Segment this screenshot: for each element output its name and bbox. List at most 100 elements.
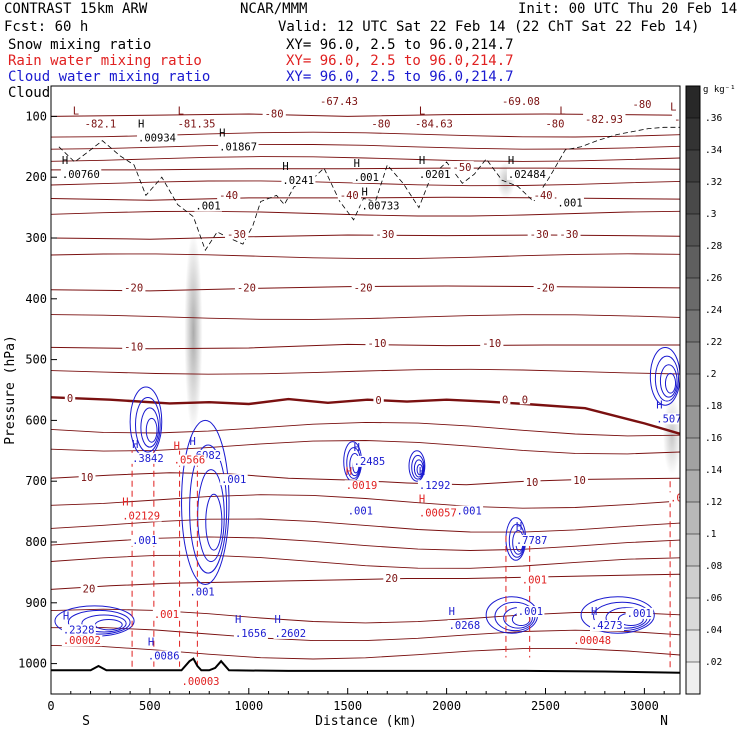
isotherm-label-bg — [122, 281, 146, 293]
isotherm-label-bg — [64, 392, 76, 404]
model-title: CONTRAST 15km ARW — [4, 1, 148, 17]
cloud-water-contour — [659, 364, 678, 398]
isotherm-label-bg — [225, 227, 249, 239]
y-tick-label: 300 — [25, 231, 47, 245]
isotherm-label: -82.1 — [85, 118, 117, 130]
init-label: Init: 00 UTC Thu 20 Feb 14 — [518, 1, 737, 17]
extremum-marker: H — [419, 494, 425, 506]
extremum-marker: H — [148, 636, 154, 648]
extremum-marker: H — [354, 442, 360, 454]
colorbar-swatch — [686, 374, 700, 407]
extremum-value: .2485 — [354, 456, 386, 468]
extremum-marker: H — [174, 441, 180, 453]
extremum-marker: H — [275, 614, 281, 626]
isotherm-10 — [51, 472, 680, 486]
isotherm-label: -50 — [453, 162, 472, 174]
colorbar-swatch — [686, 118, 700, 151]
extremum-marker: H — [219, 128, 225, 140]
legend-entry-name: Rain water mixing ratio — [8, 53, 202, 69]
cloud-water-contour — [181, 419, 230, 586]
colorbar-tick-label: .3 — [705, 209, 716, 220]
extremum-label-bg — [417, 480, 452, 492]
extremum-marker: H — [419, 155, 425, 167]
extremum-marker: H — [449, 606, 455, 618]
extremum-marker: H — [189, 436, 195, 448]
isotherm-minor — [51, 180, 680, 187]
forecast-label: Fcst: 60 h — [4, 19, 88, 35]
extremum-marker: H — [122, 497, 128, 509]
isotherm-minor — [51, 421, 680, 437]
isotherm-label: -30 — [559, 229, 578, 241]
isotherm-label-bg — [519, 393, 531, 405]
isotherm-minor — [51, 554, 680, 569]
ice-plume — [184, 231, 203, 433]
snow-contour — [58, 126, 680, 252]
isotherm-label-bg — [557, 227, 581, 239]
isotherm-label-bg — [217, 189, 241, 201]
extremum-value: .00003 — [182, 676, 220, 688]
isotherm-label-bg — [262, 107, 286, 119]
cloud-water-contour — [189, 444, 228, 574]
extremum-label-bg — [520, 574, 549, 586]
colorbar-swatch — [686, 470, 700, 503]
extremum-label-bg — [455, 505, 484, 517]
extremum-marker: H — [591, 606, 597, 618]
extremum-marker: H — [354, 158, 360, 170]
legend-entry-xy: XY= 96.0, 2.5 to 96.0,214.7 — [286, 37, 514, 53]
extremum-value: .001 — [132, 535, 157, 547]
axes: 0 500 1000 1500 2000 2500 30001002003004005006… — [18, 109, 665, 713]
extremum-value: .001 — [557, 197, 582, 209]
isotherm-label-bg — [543, 117, 567, 129]
isotherm-label-bg — [571, 474, 588, 486]
legend-entry-xy: XY= 96.0, 2.5 to 96.0,214.7 — [286, 53, 514, 69]
extremum-value: .7787 — [516, 535, 548, 547]
legend-entry-name: Snow mixing ratio — [8, 37, 151, 53]
isotherm-label: 10 — [526, 477, 539, 489]
isotherm-label: -67.43 — [320, 96, 358, 108]
extremum-value: .00934 — [138, 132, 176, 144]
colorbar-swatch — [686, 502, 700, 535]
colorbar-tick-label: .06 — [705, 593, 722, 604]
snow-contours — [58, 126, 680, 252]
plot-area — [51, 86, 680, 694]
extremum-label-bg — [344, 480, 379, 492]
y-tick-label: 400 — [25, 292, 47, 306]
y-tick-label: 1000 — [18, 657, 47, 671]
extremum-value: .1656 — [235, 628, 267, 640]
isotherm-label: -30 — [375, 229, 394, 241]
extremum-marker: H — [62, 155, 68, 167]
extremum-label-bg — [137, 132, 178, 144]
terrain-surface — [51, 657, 680, 674]
isotherm-label: -40 — [534, 190, 553, 202]
extremum-label-bg — [352, 455, 387, 467]
extremum-value: .001 — [154, 609, 179, 621]
isotherm-label: -10 — [482, 338, 501, 350]
isotherm-label: -80 — [371, 118, 390, 130]
extremum-value: .001 — [189, 587, 214, 599]
isotherm-label-bg — [365, 336, 389, 348]
valid-label: Valid: 12 UTC Sat 22 Feb 14 (22 ChT Sat … — [278, 19, 699, 35]
extremum-label-bg — [146, 650, 181, 662]
extremum-label-bg — [61, 624, 96, 636]
extremum-marker: H — [63, 610, 69, 622]
y-tick-label: 200 — [25, 170, 47, 184]
extremum-marker: L — [419, 106, 425, 118]
colorbar-swatch — [686, 534, 700, 567]
extremum-marker: H — [656, 399, 662, 411]
extremum-value: .001 — [456, 506, 481, 518]
isotherm-label: 10 — [573, 475, 586, 487]
isotherm--50 — [51, 167, 680, 171]
isotherm-label-bg — [480, 336, 504, 348]
isotherm-label: -82.93 — [585, 114, 623, 126]
extremum-value: .00733 — [362, 201, 400, 213]
cloud-water-contour — [654, 355, 680, 402]
colorbar-swatch — [686, 406, 700, 439]
colorbar-swatch — [686, 598, 700, 631]
extremum-label-bg — [346, 505, 375, 517]
x-tick-label: 1500 — [333, 699, 362, 713]
extremum-value: .001 — [518, 606, 543, 618]
header: CONTRAST 15km ARW NCAR/MMM Init: 00 UTC … — [4, 1, 737, 35]
extremum-value: .2602 — [275, 628, 307, 640]
